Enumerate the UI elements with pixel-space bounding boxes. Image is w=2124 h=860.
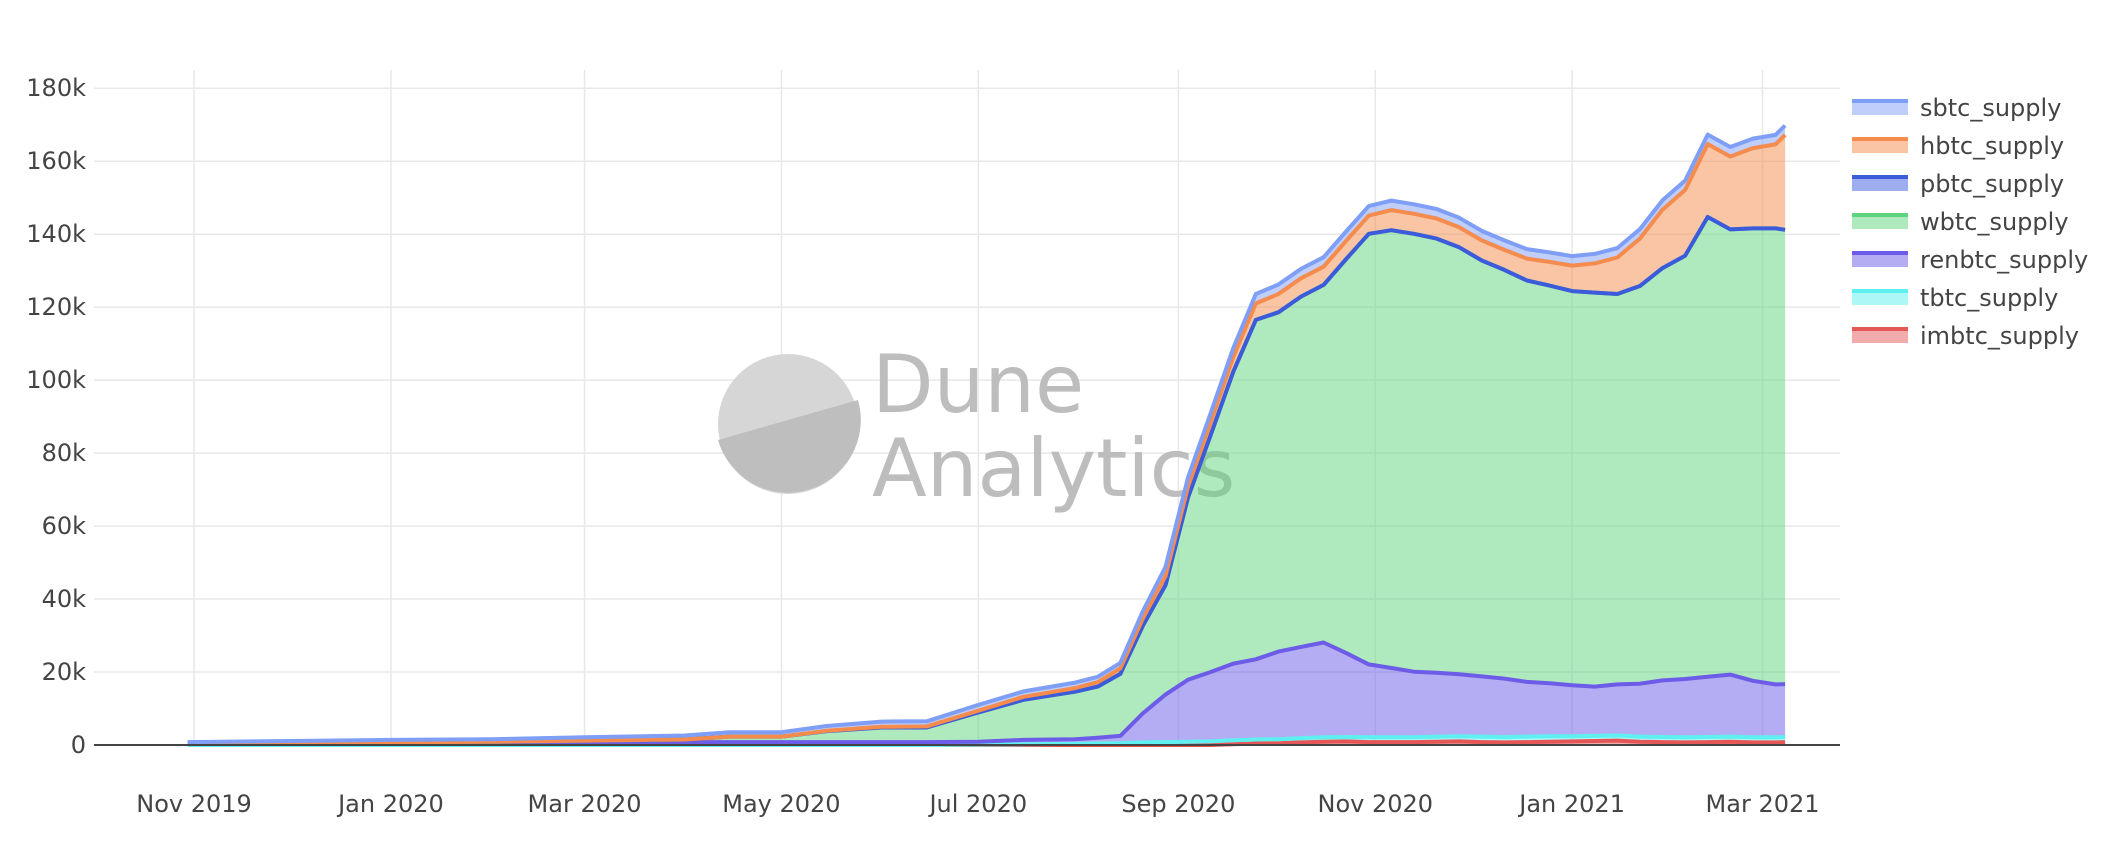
area-wbtc_supply [187, 217, 1786, 744]
legend-label: renbtc_supply [1920, 246, 2088, 274]
x-tick-label: Jul 2020 [927, 790, 1027, 818]
legend-swatch [1852, 253, 1908, 267]
legend-swatch [1852, 329, 1908, 343]
y-tick-label: 80k [42, 439, 87, 467]
x-tick-label: Jan 2020 [336, 790, 444, 818]
line-renbtc_supply [187, 640, 1786, 746]
x-tick-label: Mar 2020 [528, 790, 642, 818]
watermark-logo-shade [718, 400, 861, 493]
y-tick-label: 100k [26, 366, 86, 394]
legend-label: imbtc_supply [1920, 322, 2079, 350]
legend-label: hbtc_supply [1920, 132, 2064, 160]
legend[interactable]: sbtc_supply hbtc_supply pbtc_supply wbtc_su… [1852, 94, 2088, 350]
y-tick-label: 120k [26, 293, 86, 321]
line-sbtc_supply [187, 124, 1787, 745]
y-tick-label: 140k [26, 220, 86, 248]
y-tick-label: 60k [42, 512, 87, 540]
legend-swatch [1852, 215, 1908, 229]
y-tick-label: 180k [26, 74, 86, 102]
legend-label: wbtc_supply [1920, 208, 2069, 236]
legend-item-pbtc_supply[interactable]: pbtc_supply [1852, 170, 2064, 198]
legend-label: sbtc_supply [1920, 94, 2061, 122]
legend-swatch [1852, 101, 1908, 115]
x-tick-label: Nov 2020 [1317, 790, 1433, 818]
legend-label: tbtc_supply [1920, 284, 2058, 312]
x-tick-label: Nov 2019 [136, 790, 252, 818]
watermark-text-line2: Analytics [872, 422, 1235, 515]
x-tick-label: Jan 2021 [1517, 790, 1625, 818]
x-axis-ticks: Nov 2019 Jan 2020 Mar 2020 May 2020 Jul 2020… [136, 790, 1819, 818]
x-tick-label: Mar 2021 [1706, 790, 1820, 818]
legend-item-renbtc_supply[interactable]: renbtc_supply [1852, 246, 2088, 274]
y-tick-label: 40k [42, 585, 87, 613]
y-tick-label: 0 [71, 731, 86, 759]
legend-label: pbtc_supply [1920, 170, 2064, 198]
dune-analytics-watermark: Dune Analytics [718, 338, 1235, 515]
legend-item-hbtc_supply[interactable]: hbtc_supply [1852, 132, 2064, 160]
legend-swatch [1852, 139, 1908, 153]
legend-item-tbtc_supply[interactable]: tbtc_supply [1852, 284, 2058, 312]
watermark-text-line1: Dune [872, 338, 1084, 431]
y-tick-label: 20k [42, 658, 87, 686]
x-tick-label: May 2020 [722, 790, 840, 818]
legend-swatch [1852, 177, 1908, 191]
line-hbtc_supply [187, 133, 1787, 746]
legend-item-imbtc_supply[interactable]: imbtc_supply [1852, 322, 2079, 350]
legend-swatch [1852, 291, 1908, 305]
x-tick-label: Sep 2020 [1121, 790, 1235, 818]
y-tick-label: 160k [26, 147, 86, 175]
legend-item-sbtc_supply[interactable]: sbtc_supply [1852, 94, 2061, 122]
legend-item-wbtc_supply[interactable]: wbtc_supply [1852, 208, 2069, 236]
y-axis-ticks: 0 20k 40k 60k 80k 100k 120k 140k 160k 180k [26, 74, 86, 759]
